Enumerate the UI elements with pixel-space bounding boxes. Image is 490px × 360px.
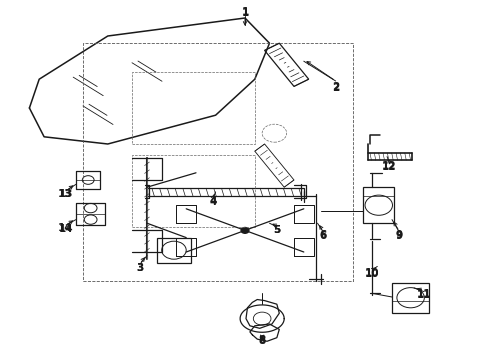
Text: 12: 12 <box>382 162 397 172</box>
Text: 6: 6 <box>320 231 327 241</box>
Text: 12: 12 <box>382 161 397 171</box>
Text: 3: 3 <box>136 263 143 273</box>
Text: 13: 13 <box>57 189 72 199</box>
Circle shape <box>241 228 249 233</box>
Text: 9: 9 <box>396 231 403 241</box>
Text: 1: 1 <box>242 6 248 17</box>
Text: 8: 8 <box>259 336 266 346</box>
Text: 11: 11 <box>416 290 431 300</box>
Text: 14: 14 <box>57 223 72 233</box>
Text: 1: 1 <box>242 8 248 18</box>
Text: 9: 9 <box>396 230 403 240</box>
Text: 3: 3 <box>136 263 143 273</box>
Text: 2: 2 <box>332 82 339 92</box>
Text: 2: 2 <box>332 83 339 93</box>
FancyBboxPatch shape <box>157 238 191 263</box>
Text: 5: 5 <box>273 225 280 235</box>
FancyBboxPatch shape <box>363 187 394 223</box>
Text: 8: 8 <box>259 335 266 345</box>
Text: 4: 4 <box>209 196 217 206</box>
Text: 10: 10 <box>365 268 380 278</box>
Text: 11: 11 <box>416 289 431 300</box>
Text: 4: 4 <box>209 197 217 207</box>
Text: 5: 5 <box>273 225 280 235</box>
FancyBboxPatch shape <box>392 283 429 313</box>
Text: 6: 6 <box>320 230 327 240</box>
Text: 14: 14 <box>59 224 74 234</box>
Text: 10: 10 <box>365 269 380 279</box>
Text: 13: 13 <box>59 189 74 199</box>
FancyBboxPatch shape <box>147 188 304 196</box>
